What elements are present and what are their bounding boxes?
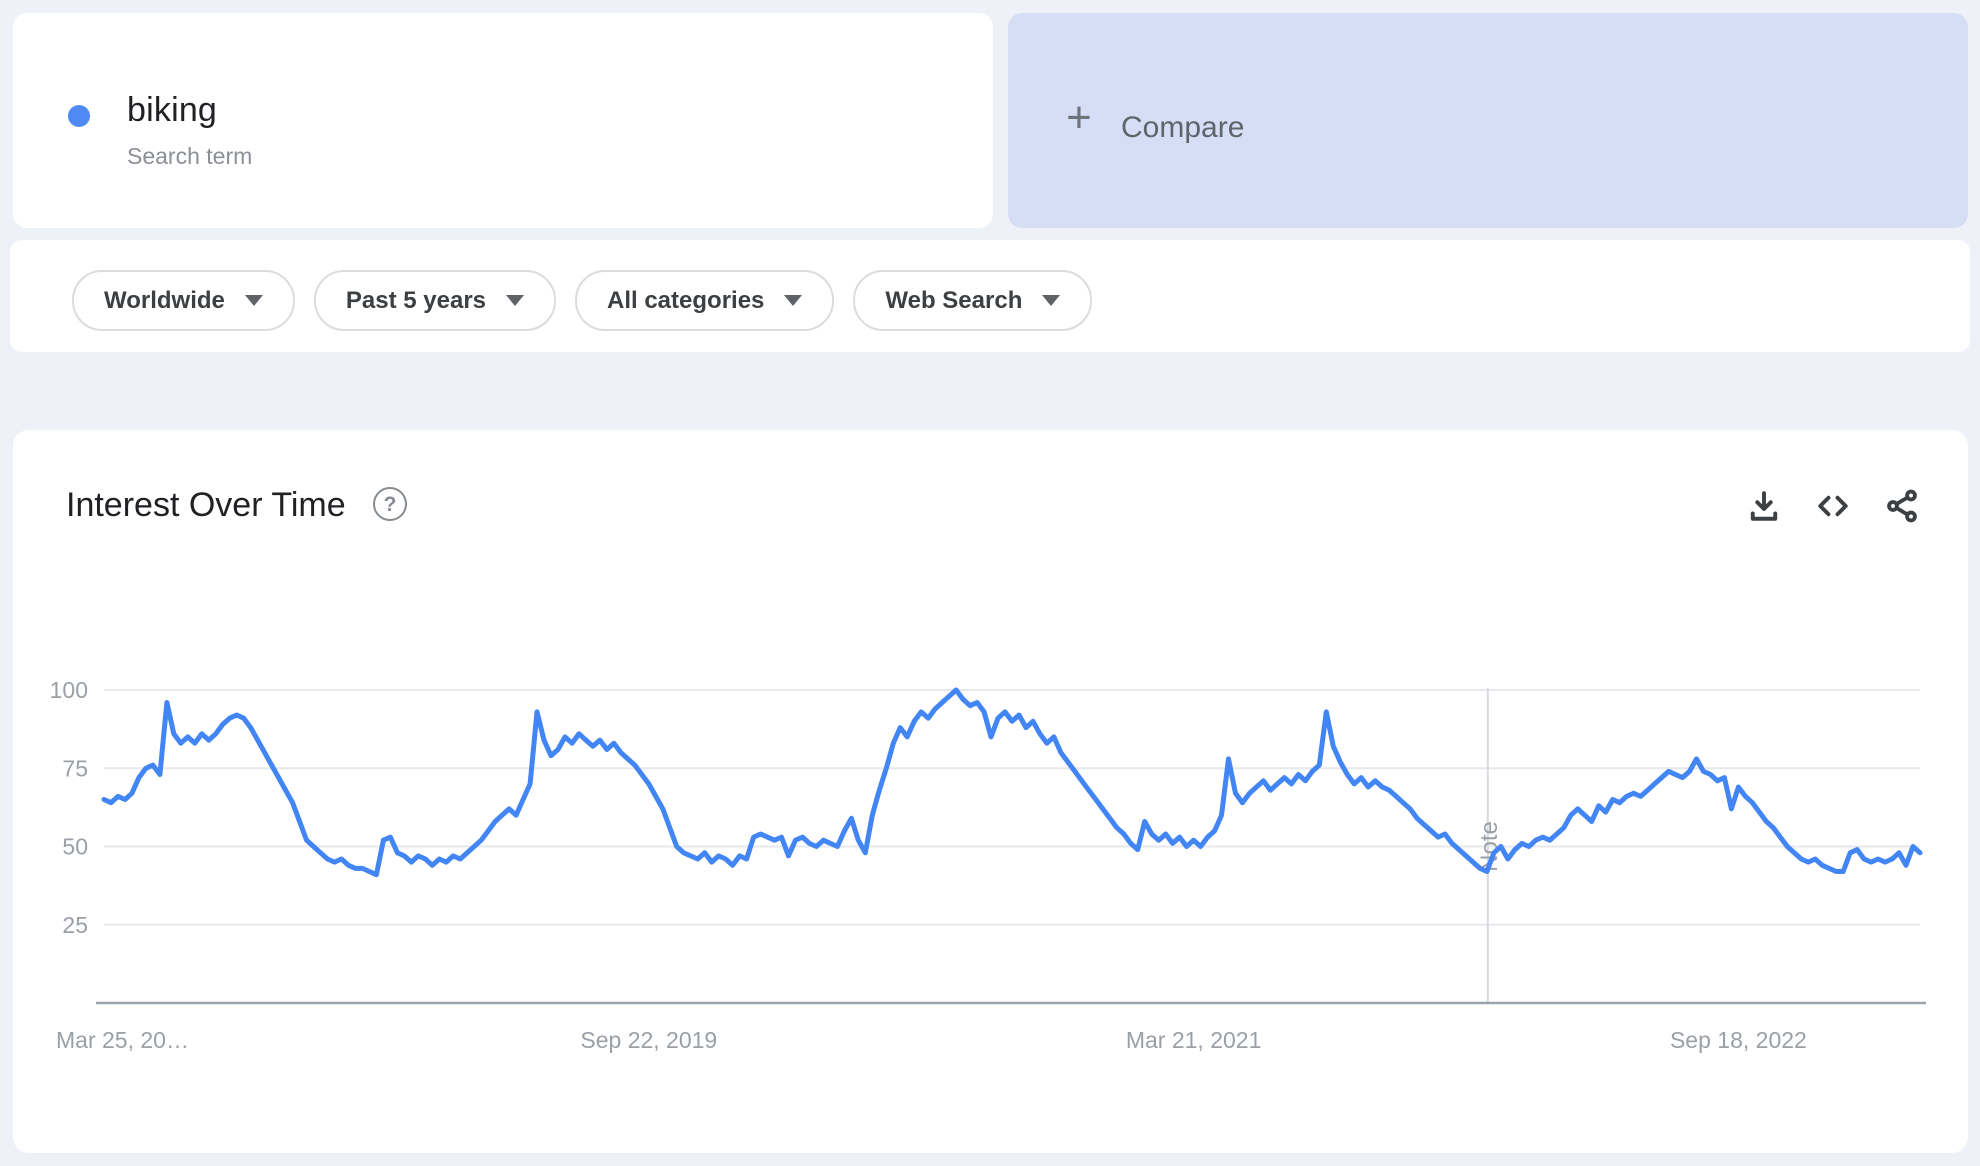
search-term-type: Search term <box>127 143 253 169</box>
filter-region[interactable]: Worldwide <box>72 270 295 331</box>
chart-actions <box>1746 488 1920 524</box>
help-icon[interactable]: ? <box>373 487 407 521</box>
y-tick-label: 75 <box>62 755 88 781</box>
chevron-down-icon <box>506 295 524 306</box>
add-comparison-card[interactable]: + Compare <box>1008 13 1968 228</box>
filter-time-range-label: Past 5 years <box>345 286 486 314</box>
series-line-biking <box>101 687 1923 878</box>
filter-time-range[interactable]: Past 5 years <box>313 270 556 331</box>
chevron-down-icon <box>244 295 263 306</box>
y-tick-label: 25 <box>62 912 88 938</box>
filters-bar: Worldwide Past 5 years All categories We… <box>10 240 1970 352</box>
share-icon[interactable] <box>1884 488 1920 524</box>
plus-icon: + <box>1066 93 1092 142</box>
filter-category-label: All categories <box>607 286 765 314</box>
compare-label: Compare <box>1121 111 1245 144</box>
filter-region-label: Worldwide <box>104 286 225 314</box>
series-color-dot <box>68 105 90 127</box>
x-tick-label: Mar 25, 20… <box>56 1027 189 1053</box>
y-tick-label: 50 <box>62 834 88 860</box>
interest-over-time-card: Interest Over Time ? 100 75 50 25 Note Mar 25… <box>13 430 1968 1153</box>
x-tick-label: Sep 18, 2022 <box>1670 1027 1807 1053</box>
chevron-down-icon <box>784 295 803 306</box>
search-term-title: biking <box>127 91 218 129</box>
download-icon[interactable] <box>1746 488 1782 524</box>
embed-icon[interactable] <box>1815 488 1851 524</box>
filter-chips: Worldwide Past 5 years All categories We… <box>72 270 1093 331</box>
chevron-down-icon <box>1042 295 1061 306</box>
x-tick-label: Sep 22, 2019 <box>580 1027 717 1053</box>
y-tick-label: 100 <box>50 677 88 703</box>
search-term-card[interactable]: biking Search term <box>13 13 993 228</box>
x-tick-label: Mar 21, 2021 <box>1126 1027 1262 1053</box>
filter-category[interactable]: All categories <box>575 270 835 331</box>
chart-title: Interest Over Time <box>66 486 346 524</box>
filter-search-type[interactable]: Web Search <box>853 270 1093 331</box>
filter-search-type-label: Web Search <box>885 286 1023 314</box>
